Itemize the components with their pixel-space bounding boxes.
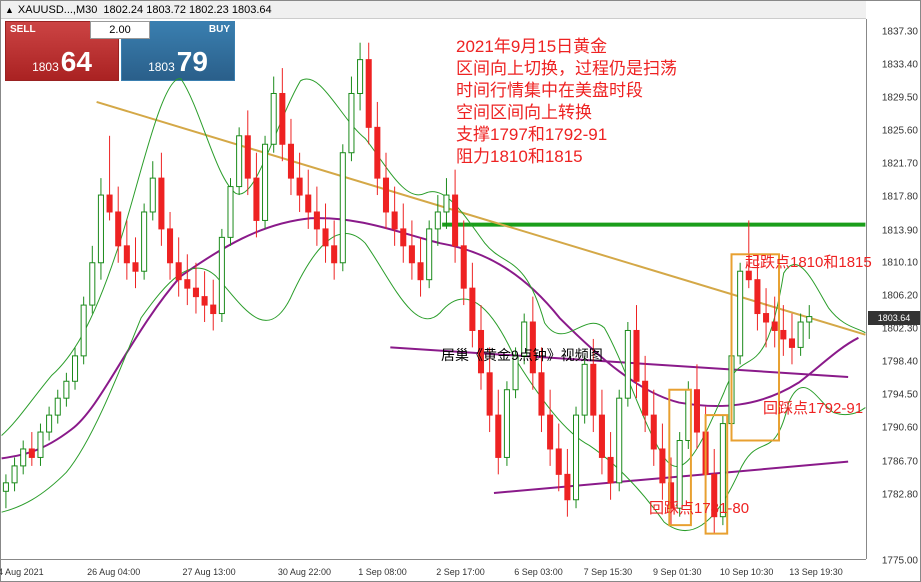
chart-svg [1,19,866,559]
y-tick: 1810.10 [882,257,918,268]
x-tick: 2 Sep 17:00 [436,567,485,577]
y-tick: 1798.40 [882,357,918,368]
y-tick: 1817.80 [882,192,918,203]
x-tick: 27 Aug 13:00 [183,567,236,577]
y-tick: 1790.60 [882,423,918,434]
x-tick: 30 Aug 22:00 [278,567,331,577]
annotation-retrace1: 回踩点1792-91 [763,399,863,419]
x-axis: 24 Aug 2021 26 Aug 04:00 27 Aug 13:00 30 Au… [1,559,866,581]
lot-input[interactable]: 2.00 [90,21,150,39]
y-tick: 1786.70 [882,456,918,467]
ohlc-label: 1802.24 1803.72 1802.23 1803.64 [103,4,271,16]
x-tick: 26 Aug 04:00 [87,567,140,577]
chart-area[interactable] [1,19,866,559]
x-tick: 24 Aug 2021 [0,567,44,577]
y-tick: 1837.30 [882,26,918,37]
x-tick: 9 Sep 01:30 [653,567,702,577]
annotation-watermark: 居巢《黄金9点钟》视频图 [441,346,603,364]
y-tick: 1794.50 [882,390,918,401]
y-tick: 1821.70 [882,159,918,170]
x-tick: 6 Sep 03:00 [514,567,563,577]
annotation-retrace2: 回踩点1781-80 [649,499,749,519]
y-axis: 1837.30 1833.40 1829.50 1825.60 1821.70 1817.… [866,19,920,559]
y-tick: 1813.90 [882,225,918,236]
main-annotation: 2021年9月15日黄金区间向上切换，过程仍是扫荡时间行情集中在美盘时段空间区间… [456,36,677,169]
y-tick: 1825.60 [882,126,918,137]
x-tick: 10 Sep 10:30 [720,567,774,577]
x-tick: 7 Sep 15:30 [584,567,633,577]
chart-container: ▲ XAUUSD...,M30 1802.24 1803.72 1802.23 … [0,0,921,582]
y-tick: 1833.40 [882,59,918,70]
price-marker: 1803.64 [868,311,920,325]
y-tick: 1806.20 [882,290,918,301]
y-tick: 1802.30 [882,324,918,335]
symbol-label: XAUUSD...,M30 [18,4,97,16]
x-tick: 1 Sep 08:00 [358,567,407,577]
y-tick: 1775.00 [882,556,918,567]
y-tick: 1782.80 [882,489,918,500]
y-tick: 1829.50 [882,93,918,104]
x-tick: 13 Sep 19:30 [789,567,843,577]
header-bar: ▲ XAUUSD...,M30 1802.24 1803.72 1802.23 … [1,1,866,19]
header-triangle-icon: ▲ [5,5,14,15]
annotation-resist: 起跌点1810和1815 [745,253,872,273]
